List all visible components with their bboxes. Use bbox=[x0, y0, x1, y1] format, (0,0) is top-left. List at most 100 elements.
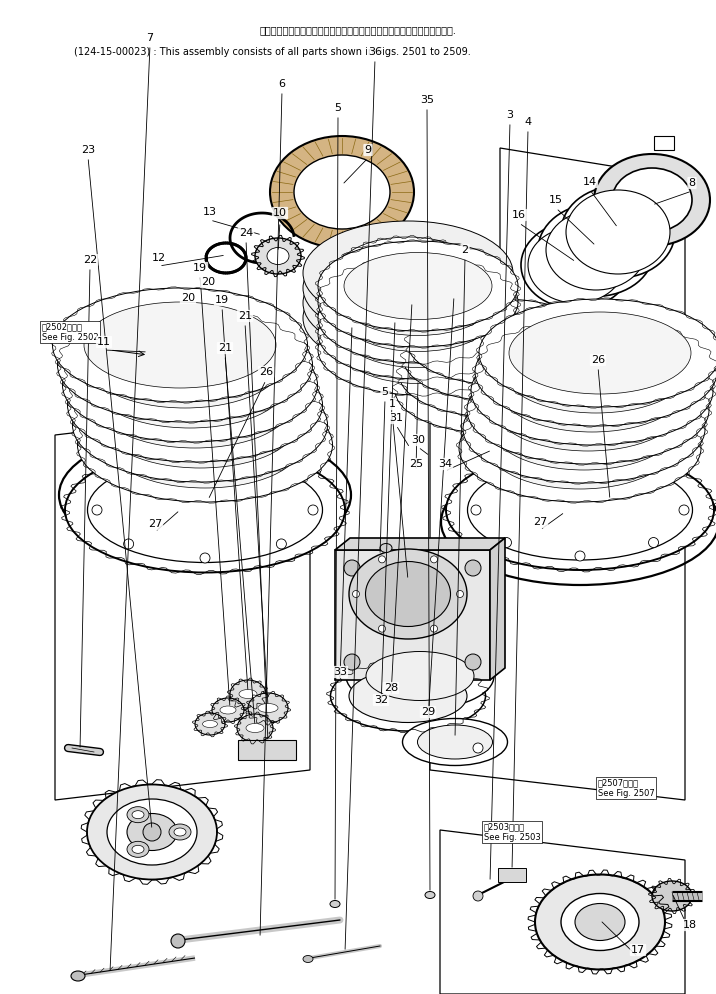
Ellipse shape bbox=[132, 811, 144, 819]
Ellipse shape bbox=[380, 544, 392, 553]
Circle shape bbox=[438, 272, 445, 279]
Text: 7: 7 bbox=[147, 33, 153, 43]
Ellipse shape bbox=[87, 457, 322, 563]
Ellipse shape bbox=[489, 407, 671, 489]
Ellipse shape bbox=[303, 955, 313, 962]
Circle shape bbox=[501, 472, 511, 482]
Circle shape bbox=[308, 505, 318, 515]
Text: 12: 12 bbox=[152, 253, 166, 263]
Ellipse shape bbox=[190, 340, 198, 370]
Ellipse shape bbox=[72, 368, 327, 482]
Ellipse shape bbox=[425, 892, 435, 899]
Circle shape bbox=[171, 934, 185, 948]
Ellipse shape bbox=[331, 661, 485, 731]
Ellipse shape bbox=[303, 266, 513, 370]
Ellipse shape bbox=[318, 241, 518, 331]
Ellipse shape bbox=[561, 894, 639, 950]
Ellipse shape bbox=[594, 154, 710, 246]
Polygon shape bbox=[335, 550, 490, 680]
Ellipse shape bbox=[303, 236, 513, 340]
Ellipse shape bbox=[575, 904, 625, 940]
Circle shape bbox=[679, 505, 689, 515]
Ellipse shape bbox=[336, 252, 480, 324]
Text: 5: 5 bbox=[382, 387, 389, 397]
Text: このアセンブリの構成部品は第２５０１図から第２５０９図まで含みます.: このアセンブリの構成部品は第２５０１図から第２５０９図まで含みます. bbox=[260, 25, 456, 35]
Text: 24: 24 bbox=[239, 228, 253, 238]
Text: 第2503図参照
See Fig. 2503: 第2503図参照 See Fig. 2503 bbox=[484, 822, 541, 842]
Ellipse shape bbox=[203, 721, 218, 728]
Ellipse shape bbox=[77, 388, 332, 502]
Text: 4: 4 bbox=[524, 117, 531, 127]
Circle shape bbox=[276, 471, 286, 481]
Text: 23: 23 bbox=[81, 145, 95, 155]
Ellipse shape bbox=[346, 642, 494, 710]
Ellipse shape bbox=[336, 267, 480, 339]
Text: 13: 13 bbox=[203, 207, 217, 217]
Ellipse shape bbox=[267, 248, 289, 264]
Circle shape bbox=[430, 556, 437, 563]
Text: 21: 21 bbox=[238, 311, 252, 321]
Text: 21: 21 bbox=[218, 343, 232, 353]
Text: 30: 30 bbox=[411, 435, 425, 445]
Circle shape bbox=[352, 590, 359, 597]
Circle shape bbox=[143, 823, 161, 841]
Text: 9: 9 bbox=[364, 145, 372, 155]
Text: 26: 26 bbox=[259, 367, 273, 377]
Text: 第2502図参照
See Fig. 2502: 第2502図参照 See Fig. 2502 bbox=[42, 322, 99, 342]
Circle shape bbox=[430, 625, 437, 632]
Ellipse shape bbox=[318, 305, 518, 395]
Ellipse shape bbox=[127, 807, 149, 823]
Circle shape bbox=[465, 560, 481, 576]
Ellipse shape bbox=[509, 312, 691, 394]
Circle shape bbox=[124, 471, 134, 481]
Circle shape bbox=[124, 539, 134, 549]
Ellipse shape bbox=[417, 725, 493, 759]
Ellipse shape bbox=[336, 237, 480, 309]
Circle shape bbox=[391, 270, 398, 277]
Text: 19: 19 bbox=[193, 263, 207, 273]
Ellipse shape bbox=[349, 549, 467, 639]
Text: 27: 27 bbox=[533, 517, 547, 527]
Ellipse shape bbox=[294, 155, 390, 229]
Ellipse shape bbox=[237, 714, 273, 742]
Circle shape bbox=[356, 286, 362, 293]
Circle shape bbox=[438, 324, 445, 331]
Ellipse shape bbox=[479, 299, 716, 407]
Ellipse shape bbox=[538, 204, 654, 296]
Circle shape bbox=[649, 538, 659, 548]
Circle shape bbox=[465, 292, 473, 299]
Text: 36: 36 bbox=[368, 47, 382, 57]
Text: 16: 16 bbox=[512, 210, 526, 220]
Ellipse shape bbox=[365, 562, 450, 626]
Ellipse shape bbox=[220, 706, 236, 714]
Ellipse shape bbox=[403, 315, 593, 401]
Text: 20: 20 bbox=[201, 277, 215, 287]
Ellipse shape bbox=[459, 394, 701, 502]
Ellipse shape bbox=[318, 289, 518, 379]
Ellipse shape bbox=[98, 340, 106, 370]
Circle shape bbox=[471, 505, 481, 515]
Circle shape bbox=[200, 457, 210, 467]
Text: 28: 28 bbox=[384, 683, 398, 693]
Ellipse shape bbox=[561, 186, 675, 278]
Ellipse shape bbox=[87, 784, 217, 880]
Ellipse shape bbox=[99, 362, 291, 448]
Text: 33: 33 bbox=[333, 667, 347, 677]
Ellipse shape bbox=[132, 845, 144, 853]
Polygon shape bbox=[335, 538, 505, 550]
Ellipse shape bbox=[366, 651, 474, 701]
Ellipse shape bbox=[468, 460, 692, 560]
Ellipse shape bbox=[344, 252, 492, 319]
Circle shape bbox=[379, 625, 385, 632]
Ellipse shape bbox=[330, 901, 340, 908]
Ellipse shape bbox=[212, 698, 244, 722]
Circle shape bbox=[379, 556, 385, 563]
Circle shape bbox=[391, 327, 398, 334]
Ellipse shape bbox=[109, 402, 301, 488]
Ellipse shape bbox=[535, 875, 665, 969]
Text: 27: 27 bbox=[148, 519, 162, 529]
Circle shape bbox=[649, 472, 659, 482]
Circle shape bbox=[276, 539, 286, 549]
Text: 14: 14 bbox=[583, 177, 597, 187]
Ellipse shape bbox=[612, 168, 692, 232]
